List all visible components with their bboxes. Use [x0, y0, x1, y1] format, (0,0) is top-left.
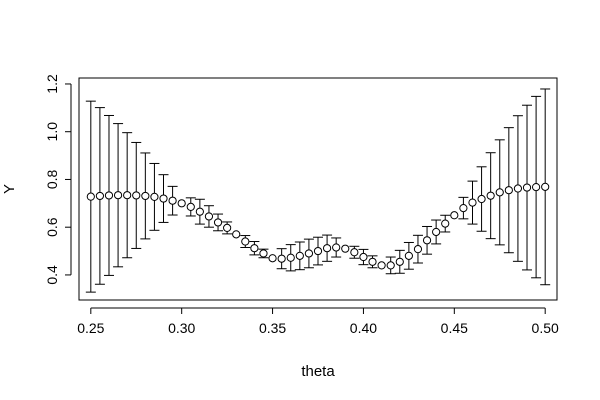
- data-point: [486, 191, 495, 200]
- data-point: [95, 191, 105, 201]
- data-point: [441, 219, 450, 228]
- data-point: [186, 202, 195, 212]
- data-point: [450, 211, 459, 220]
- data-point: [377, 261, 386, 270]
- x-tick-label: 0.40: [350, 320, 377, 336]
- x-tick-label: 0.30: [168, 320, 195, 336]
- data-point: [395, 257, 404, 266]
- data-point: [241, 237, 250, 246]
- data-point: [313, 246, 323, 256]
- y-tick-label: 1.0: [44, 122, 60, 142]
- data-point: [459, 203, 468, 213]
- data-point: [522, 183, 532, 192]
- data-point: [513, 184, 523, 193]
- data-point: [223, 223, 232, 233]
- data-point: [250, 244, 259, 253]
- error-bars: [85, 88, 551, 293]
- data-point: [495, 188, 504, 197]
- data-point: [541, 182, 550, 191]
- data-point: [132, 191, 141, 200]
- data-point: [195, 207, 204, 216]
- data-point: [150, 192, 159, 201]
- y-tick-label: 1.2: [44, 74, 60, 94]
- data-point: [86, 192, 95, 201]
- data-point: [177, 199, 186, 208]
- x-axis-title: theta: [301, 363, 335, 380]
- data-point: [104, 191, 114, 200]
- x-axis: 0.25 0.30 0.35 0.40 0.45 0.50: [77, 307, 559, 336]
- data-point: [468, 198, 477, 207]
- data-point: [341, 244, 350, 253]
- data-point: [404, 251, 413, 260]
- data-point: [477, 194, 486, 204]
- data-point: [277, 254, 286, 263]
- data-point: [141, 191, 150, 201]
- data-point: [531, 182, 541, 192]
- data-point: [159, 194, 168, 203]
- data-point: [123, 191, 132, 200]
- data-point: [168, 196, 177, 205]
- y-tick-label: 0.6: [44, 217, 60, 237]
- data-point: [259, 249, 268, 258]
- y-tick-label: 0.8: [44, 170, 60, 190]
- data-point: [422, 236, 432, 245]
- data-point: [413, 245, 423, 254]
- data-point: [332, 243, 341, 252]
- data-points: [86, 182, 550, 270]
- x-tick-label: 0.50: [532, 320, 559, 336]
- data-point: [286, 253, 295, 262]
- data-point: [386, 261, 395, 270]
- plot-region-frame: [78, 77, 558, 301]
- x-tick-label: 0.25: [77, 320, 104, 336]
- data-point: [322, 244, 332, 253]
- data-point: [368, 257, 377, 266]
- data-point: [432, 227, 441, 237]
- data-point: [232, 230, 241, 239]
- data-point: [359, 252, 368, 262]
- data-point: [350, 248, 359, 257]
- data-point: [295, 251, 304, 260]
- y-axis: 0.4 0.6 0.8 1.0 1.2: [44, 74, 72, 285]
- y-tick-label: 0.4: [44, 265, 60, 285]
- data-point: [113, 191, 123, 200]
- data-point: [204, 212, 214, 221]
- data-point: [213, 218, 223, 227]
- x-tick-label: 0.45: [441, 320, 468, 336]
- data-point: [268, 254, 277, 263]
- y-axis-title: Y: [1, 184, 18, 194]
- x-tick-label: 0.35: [259, 320, 286, 336]
- data-point: [304, 249, 314, 258]
- data-point: [504, 186, 513, 195]
